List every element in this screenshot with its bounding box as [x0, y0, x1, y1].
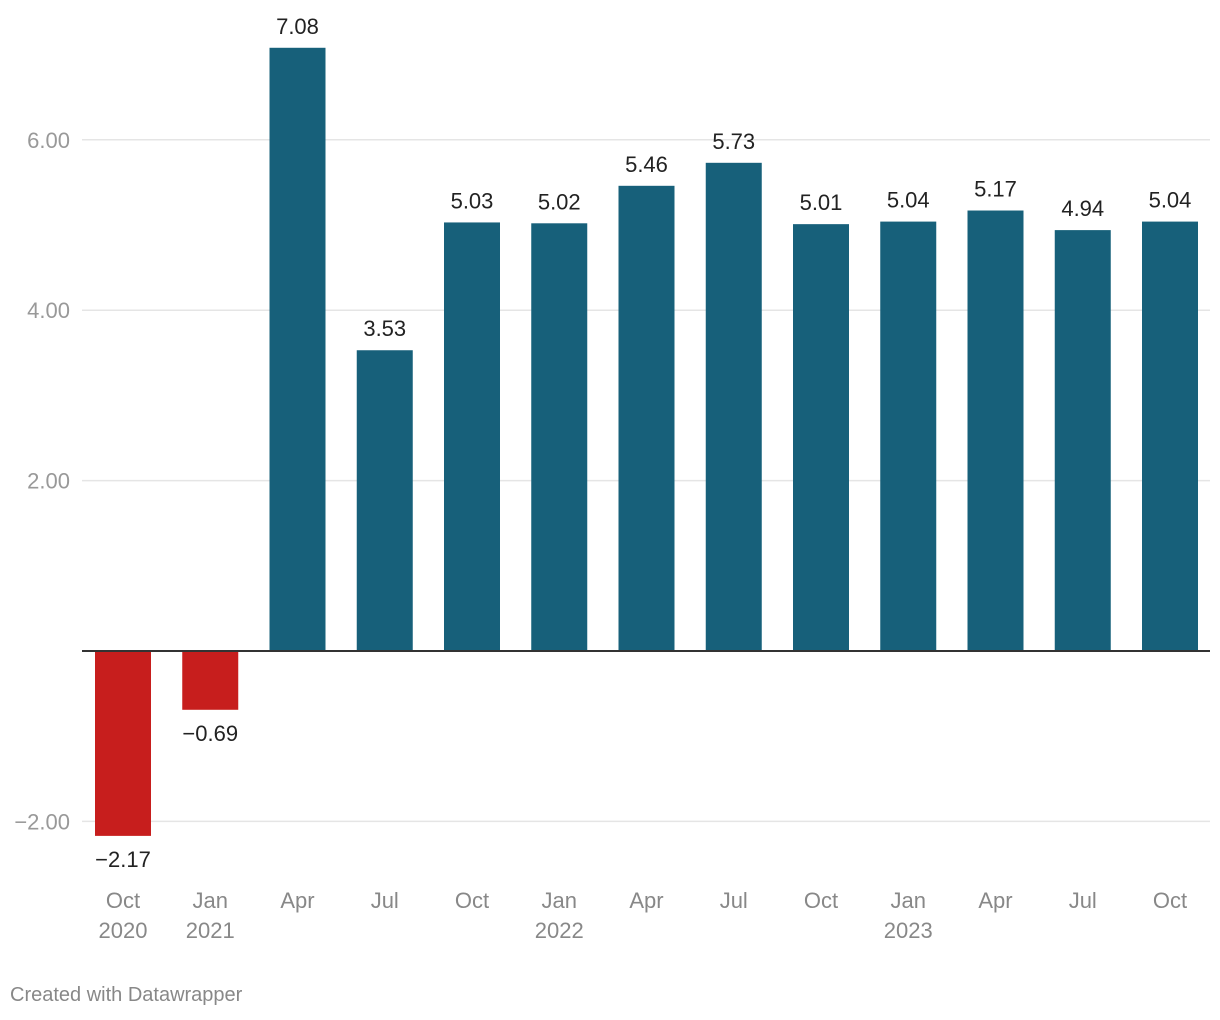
bar — [269, 47, 326, 652]
x-tick-year-label: 2021 — [186, 918, 235, 943]
bar — [95, 651, 151, 836]
bar-chart: −2.00 2.00 4.00 6.00 −2.17 Oct 2020 −0.69 Jan 202… — [14, 14, 1210, 943]
x-tick-label: Apr — [978, 888, 1012, 913]
bar — [1054, 230, 1111, 651]
bar — [1142, 221, 1198, 652]
value-label: −2.17 — [95, 847, 151, 872]
bar — [967, 210, 1024, 652]
value-label: −0.69 — [182, 721, 238, 746]
value-label: 5.73 — [712, 129, 755, 154]
x-tick-label: Oct — [106, 888, 140, 913]
value-label: 4.94 — [1061, 196, 1104, 221]
x-tick-label: Apr — [629, 888, 663, 913]
value-label: 5.04 — [887, 188, 930, 213]
value-label: 5.17 — [974, 177, 1017, 202]
x-tick-year-label: 2022 — [535, 918, 584, 943]
value-label: 5.46 — [625, 152, 668, 177]
value-label: 5.03 — [451, 188, 494, 213]
bar — [880, 221, 937, 652]
bar — [444, 222, 500, 651]
x-tick-label: Jul — [720, 888, 748, 913]
y-tick-label: 2.00 — [27, 469, 70, 494]
value-label: 5.01 — [800, 190, 843, 215]
x-tick-label: Oct — [1153, 888, 1187, 913]
y-tick-label: 6.00 — [27, 128, 70, 153]
x-tick-label: Jul — [371, 888, 399, 913]
y-tick-label: −2.00 — [14, 809, 70, 834]
bar — [531, 223, 588, 651]
value-label: 3.53 — [363, 316, 406, 341]
x-tick-label: Jan — [193, 888, 228, 913]
x-tick-year-label: 2020 — [99, 918, 148, 943]
bar — [182, 651, 239, 710]
x-tick-year-label: 2023 — [884, 918, 933, 943]
bar — [356, 350, 413, 651]
value-label: 5.04 — [1149, 188, 1192, 213]
x-tick-label: Jul — [1069, 888, 1097, 913]
bar — [793, 224, 849, 651]
credit-text: Created with Datawrapper — [10, 984, 243, 1006]
x-tick-label: Jan — [542, 888, 577, 913]
value-label: 7.08 — [276, 14, 319, 39]
bar — [618, 185, 675, 652]
bar — [705, 162, 762, 651]
value-label: 5.02 — [538, 189, 581, 214]
x-tick-label: Jan — [891, 888, 926, 913]
y-tick-label: 4.00 — [27, 298, 70, 323]
x-tick-label: Apr — [280, 888, 314, 913]
x-tick-label: Oct — [804, 888, 838, 913]
x-tick-label: Oct — [455, 888, 489, 913]
